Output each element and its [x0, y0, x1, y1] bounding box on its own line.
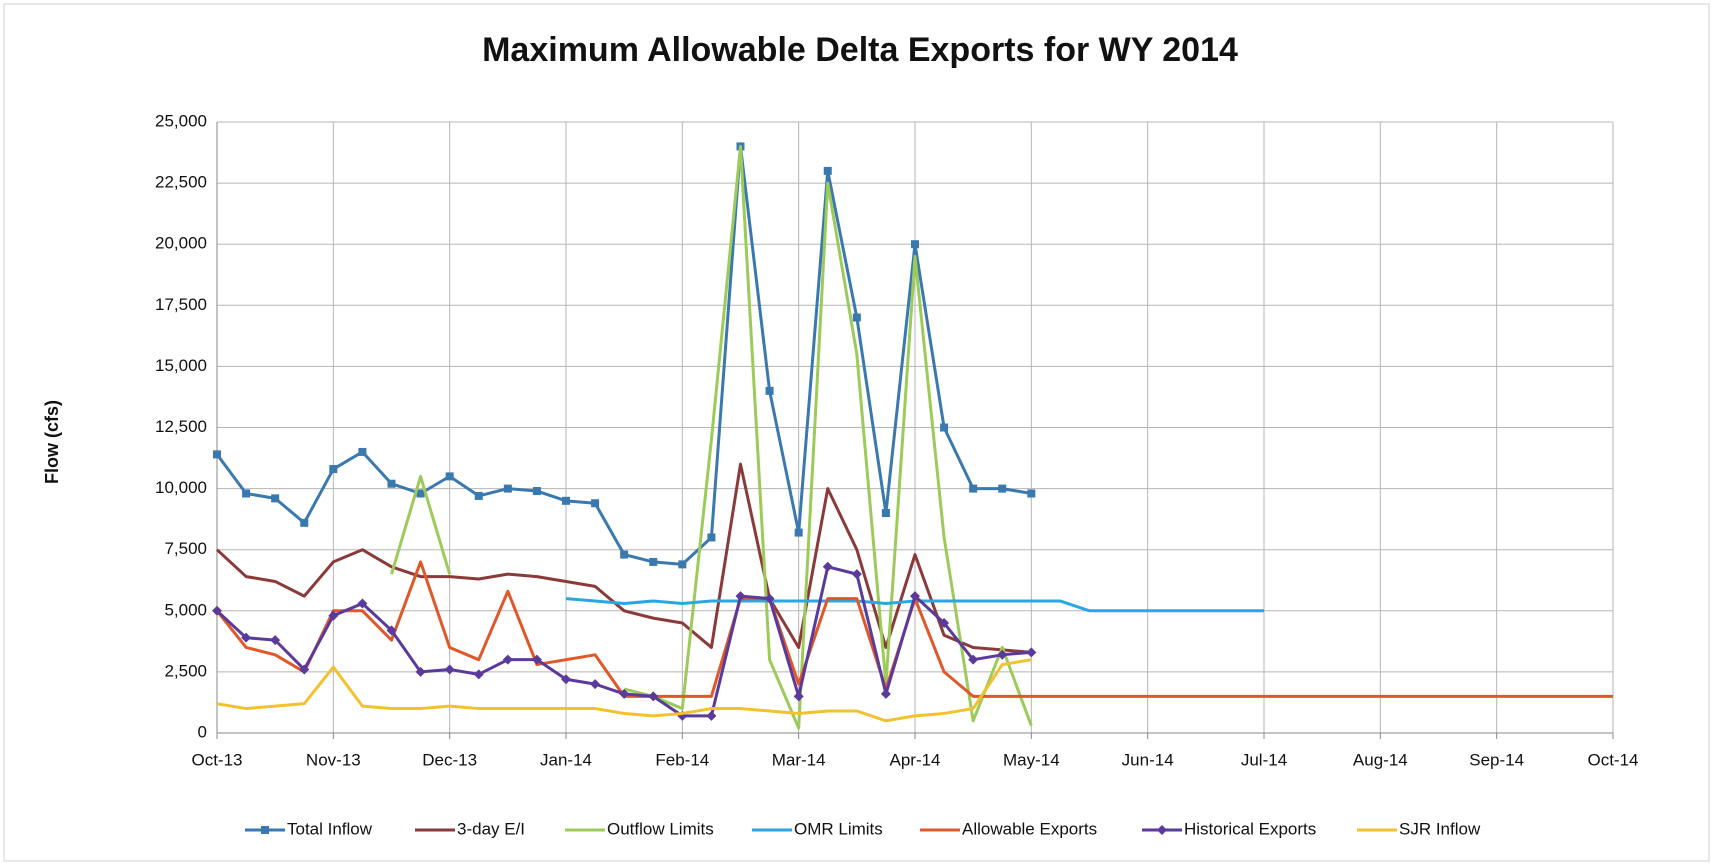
x-tick-label: Oct-13 — [191, 750, 242, 769]
x-tick-label: May-14 — [1003, 750, 1060, 769]
marker — [706, 710, 717, 721]
marker — [562, 496, 570, 505]
marker — [852, 313, 861, 322]
marker — [241, 632, 252, 643]
marker — [678, 560, 687, 569]
marker — [648, 691, 659, 702]
marker — [261, 826, 269, 834]
marker — [329, 465, 338, 474]
marker — [881, 509, 890, 518]
marker — [387, 479, 396, 488]
y-tick-label: 17,500 — [155, 295, 207, 314]
marker — [531, 654, 542, 665]
marker — [707, 533, 716, 542]
marker — [416, 489, 425, 498]
marker — [1026, 647, 1037, 658]
marker — [910, 591, 920, 602]
marker — [474, 491, 483, 500]
x-tick-label: Sep-14 — [1469, 750, 1524, 769]
marker — [270, 635, 281, 646]
x-tick-label: Feb-14 — [655, 750, 709, 769]
marker — [1157, 825, 1167, 835]
marker — [822, 561, 833, 572]
marker — [242, 489, 251, 498]
y-tick-label: 12,500 — [155, 417, 207, 436]
marker — [328, 610, 339, 621]
marker — [212, 605, 222, 616]
marker — [299, 664, 310, 675]
marker — [880, 688, 891, 699]
marker — [386, 625, 397, 636]
marker — [735, 591, 746, 602]
x-tick-label: Jul-14 — [1241, 750, 1287, 769]
marker — [358, 447, 367, 456]
marker — [445, 472, 454, 481]
legend-label: 3-day E/I — [457, 819, 525, 838]
y-tick-label: 0 — [198, 722, 207, 741]
x-tick-label: Jan-14 — [540, 750, 592, 769]
marker — [940, 423, 949, 432]
y-tick-label: 5,000 — [164, 600, 207, 619]
chart-title: Maximum Allowable Delta Exports for WY 2… — [482, 31, 1238, 69]
y-tick-label: 15,000 — [155, 356, 207, 375]
marker — [415, 666, 426, 677]
marker — [969, 484, 978, 493]
y-tick-label: 2,500 — [164, 661, 207, 680]
marker — [444, 664, 455, 675]
marker — [939, 618, 950, 629]
x-tick-label: Aug-14 — [1353, 750, 1408, 769]
series-line — [216, 658, 1032, 723]
chart-frame — [3, 3, 1710, 862]
marker — [213, 450, 221, 459]
x-tick-label: Nov-13 — [306, 750, 361, 769]
marker — [619, 688, 630, 699]
series-line — [390, 144, 1033, 730]
marker — [851, 569, 862, 580]
marker — [271, 494, 280, 503]
x-tick-label: Apr-14 — [889, 750, 940, 769]
legend-label: Allowable Exports — [962, 819, 1097, 838]
y-tick-label: 7,500 — [164, 539, 207, 558]
y-tick-label: 22,500 — [155, 173, 207, 192]
legend-label: Outflow Limits — [607, 819, 714, 838]
marker — [1027, 489, 1036, 498]
marker — [357, 598, 368, 609]
x-tick-label: Mar-14 — [772, 750, 826, 769]
legend-label: Total Inflow — [287, 819, 373, 838]
marker — [503, 484, 512, 493]
marker — [997, 649, 1008, 660]
series-line — [215, 462, 1032, 654]
y-tick-label: 25,000 — [155, 111, 207, 130]
x-tick-label: Oct-14 — [1587, 750, 1638, 769]
y-tick-label: 20,000 — [155, 234, 207, 253]
marker — [649, 557, 658, 566]
y-tick-label: 10,000 — [155, 478, 207, 497]
marker — [765, 386, 774, 395]
marker — [561, 674, 571, 685]
y-axis-label: Flow (cfs) — [42, 400, 62, 484]
marker — [823, 166, 832, 175]
marker — [998, 484, 1007, 493]
legend-label: SJR Inflow — [1399, 819, 1481, 838]
marker — [591, 499, 600, 508]
marker — [502, 654, 513, 665]
marker — [300, 518, 309, 527]
marker — [793, 691, 804, 702]
marker — [968, 654, 979, 665]
marker — [764, 593, 775, 604]
marker — [473, 669, 484, 680]
x-tick-label: Jun-14 — [1122, 750, 1174, 769]
marker — [794, 528, 803, 537]
marker — [590, 679, 601, 690]
x-tick-label: Dec-13 — [422, 750, 477, 769]
marker — [911, 240, 919, 249]
marker — [620, 550, 629, 559]
marker — [532, 487, 541, 496]
legend-label: OMR Limits — [794, 819, 883, 838]
legend-label: Historical Exports — [1184, 819, 1316, 838]
